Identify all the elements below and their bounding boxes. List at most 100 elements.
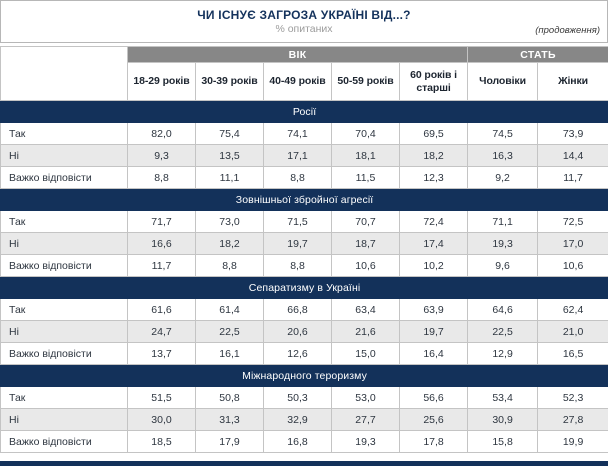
data-cell: 18,1	[331, 144, 400, 167]
data-cell: 52,3	[537, 386, 608, 409]
data-cell: 9,2	[467, 166, 539, 189]
data-cell: 63,4	[331, 298, 400, 321]
data-cell: 13,5	[195, 144, 264, 167]
data-cell: 50,8	[195, 386, 264, 409]
column-header-row: 18-29 років 30-39 років 40-49 років 50-59 р…	[1, 62, 608, 101]
table-row: Ні 16,6 18,2 19,7 18,7 17,4 19,3 17,0	[0, 232, 608, 255]
data-cell: 25,6	[398, 408, 469, 431]
data-cell: 18,7	[331, 232, 400, 255]
page-subtitle: % опитаних	[275, 23, 333, 35]
row-label: Важко відповісти	[0, 342, 128, 365]
data-cell: 12,6	[263, 342, 332, 365]
section-header-row: Росії	[0, 100, 608, 123]
section-header-row: Міжнародного тероризму	[0, 364, 608, 387]
data-cell: 72,4	[398, 210, 469, 233]
column-header: Чоловіки	[467, 62, 539, 101]
data-cell: 19,3	[331, 430, 400, 453]
row-label: Ні	[0, 408, 128, 431]
table-row: Ні 24,7 22,5 20,6 21,6 19,7 22,5 21,0	[0, 320, 608, 343]
data-cell: 74,5	[467, 122, 539, 145]
table-row: Так 71,7 73,0 71,5 70,7 72,4 71,1 72,5	[0, 210, 608, 233]
data-cell: 62,4	[537, 298, 608, 321]
data-cell: 71,1	[467, 210, 539, 233]
data-cell: 30,9	[467, 408, 539, 431]
data-cell: 11,7	[537, 166, 608, 189]
column-header: 30-39 років	[195, 62, 264, 101]
data-cell: 21,6	[331, 320, 400, 343]
data-cell: 27,7	[331, 408, 400, 431]
row-label: Так	[0, 386, 128, 409]
data-cell: 19,7	[398, 320, 469, 343]
data-cell: 22,5	[467, 320, 539, 343]
data-cell: 71,5	[263, 210, 332, 233]
data-cell: 16,4	[398, 342, 469, 365]
data-cell: 15,0	[331, 342, 400, 365]
data-cell: 66,8	[263, 298, 332, 321]
data-cell: 74,1	[263, 122, 332, 145]
data-cell: 9,3	[127, 144, 196, 167]
row-label: Так	[0, 122, 128, 145]
row-label: Ні	[0, 144, 128, 167]
data-cell: 14,4	[537, 144, 608, 167]
row-label: Так	[0, 298, 128, 321]
table-row: Важко відповісти 13,7 16,1 12,6 15,0 16,4 12,9…	[0, 342, 608, 365]
section-title: Росії	[0, 100, 608, 123]
table-row: Ні 30,0 31,3 32,9 27,7 25,6 30,9 27,8	[0, 408, 608, 431]
group-header-СТАТЬ: СТАТЬ	[467, 46, 608, 63]
data-cell: 10,2	[398, 254, 469, 277]
section-title: Міжнародного тероризму	[0, 364, 608, 387]
data-cell: 63,9	[398, 298, 469, 321]
data-cell: 11,7	[127, 254, 196, 277]
row-label: Важко відповісти	[0, 254, 128, 277]
data-cell: 56,6	[398, 386, 469, 409]
data-cell: 73,9	[537, 122, 608, 145]
data-cell: 15,8	[467, 430, 539, 453]
row-label: Так	[0, 210, 128, 233]
section-header-row: Зовнішньої збройної агресії	[0, 188, 608, 211]
row-label: Важко відповісти	[0, 430, 128, 453]
data-cell: 71,7	[127, 210, 196, 233]
data-cell: 70,4	[331, 122, 400, 145]
data-cell: 30,0	[127, 408, 196, 431]
section-title: Сепаратизму в Україні	[0, 276, 608, 299]
data-cell: 11,1	[195, 166, 264, 189]
data-cell: 61,4	[195, 298, 264, 321]
data-cell: 50,3	[263, 386, 332, 409]
data-cell: 18,2	[195, 232, 264, 255]
title-box: ЧИ ІСНУЄ ЗАГРОЗА УКРАЇНІ ВІД...? % опита…	[0, 0, 608, 43]
data-cell: 16,3	[467, 144, 539, 167]
data-cell: 19,7	[263, 232, 332, 255]
group-header-ВІК: ВІК	[126, 46, 469, 63]
data-cell: 19,3	[467, 232, 539, 255]
table-row: Так 61,6 61,4 66,8 63,4 63,9 64,6 62,4	[0, 298, 608, 321]
column-header: Жінки	[537, 62, 608, 101]
column-header: 18-29 років	[127, 62, 196, 101]
data-cell: 8,8	[263, 166, 332, 189]
table-row: Так 51,5 50,8 50,3 53,0 56,6 53,4 52,3	[0, 386, 608, 409]
data-cell: 11,5	[331, 166, 400, 189]
group-header-row: ВІК СТАТЬ	[0, 46, 608, 101]
survey-table: ВІК СТАТЬ 18-29 років 30-39 років 40-49 рокі…	[0, 46, 608, 453]
data-cell: 31,3	[195, 408, 264, 431]
data-cell: 51,5	[127, 386, 196, 409]
data-cell: 12,9	[467, 342, 539, 365]
data-cell: 8,8	[263, 254, 332, 277]
table-row: Важко відповісти 11,7 8,8 8,8 10,6 10,2 9,6 10,…	[0, 254, 608, 277]
data-cell: 13,7	[127, 342, 196, 365]
data-cell: 17,4	[398, 232, 469, 255]
data-cell: 53,4	[467, 386, 539, 409]
data-cell: 53,0	[331, 386, 400, 409]
data-cell: 21,0	[537, 320, 608, 343]
data-cell: 75,4	[195, 122, 264, 145]
data-cell: 16,8	[263, 430, 332, 453]
data-cell: 64,6	[467, 298, 539, 321]
data-cell: 17,0	[537, 232, 608, 255]
data-cell: 24,7	[127, 320, 196, 343]
continuation-note: (продовження)	[535, 25, 600, 36]
stub-cell	[0, 46, 128, 101]
data-cell: 17,9	[195, 430, 264, 453]
table-row: Важко відповісти 18,5 17,9 16,8 19,3 17,8 15,8…	[0, 430, 608, 453]
data-cell: 32,9	[263, 408, 332, 431]
data-cell: 16,6	[127, 232, 196, 255]
